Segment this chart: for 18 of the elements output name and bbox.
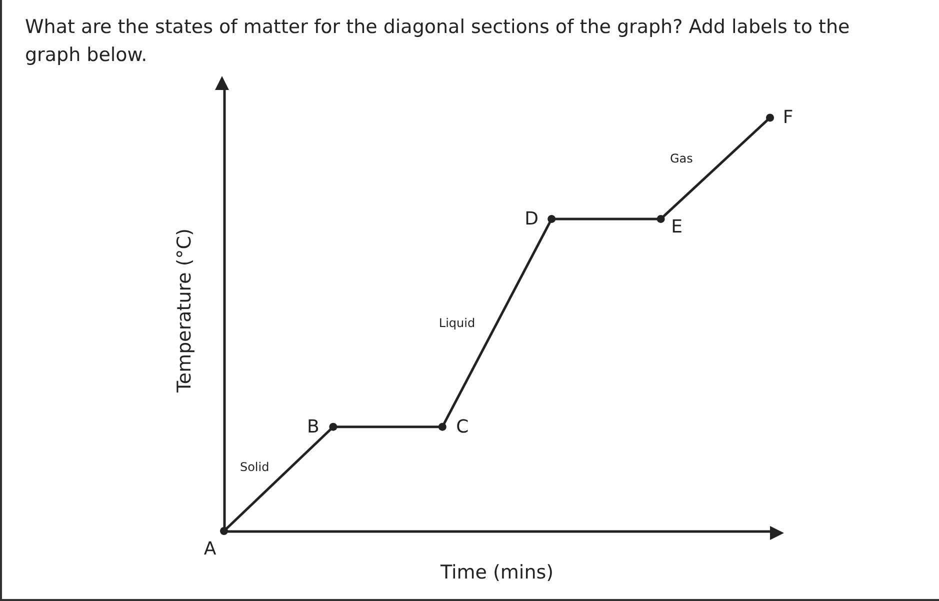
y-axis-title: Temperature (°C) (174, 228, 196, 394)
text: A (204, 538, 217, 560)
point (438, 422, 446, 431)
annotation: Gas (670, 151, 693, 166)
x-axis-title: Time (mins) (439, 562, 554, 584)
point (329, 422, 338, 431)
point (656, 214, 665, 223)
point (220, 527, 228, 535)
annotation: Liquid (438, 316, 476, 330)
annotation: D (524, 208, 539, 230)
text: F (782, 107, 794, 128)
point (548, 214, 556, 223)
point (766, 114, 774, 122)
annotation: C (456, 416, 469, 438)
chart-title: What are the states of matter for the diagonal sections of the graph? Add labels to the graph below. (25, 16, 856, 66)
annotation: Solid (240, 460, 270, 474)
annotation: E (671, 216, 682, 238)
annotation: B (307, 416, 320, 438)
